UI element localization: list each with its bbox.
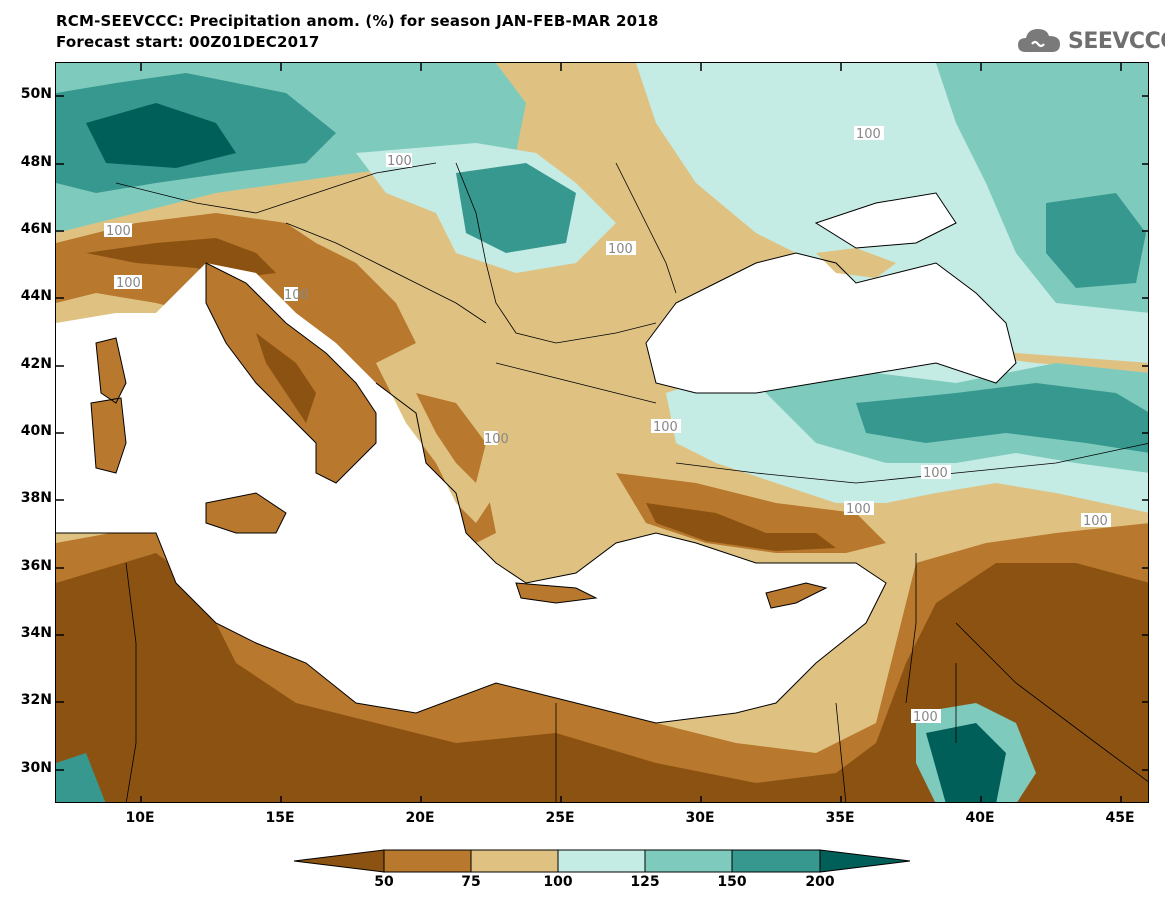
contour-label: 100 [387, 154, 412, 169]
colorbar-label: 75 [461, 874, 481, 890]
contour-label: 100 [923, 466, 948, 481]
lat-label: 36N [20, 558, 52, 574]
country-borders [115, 162, 1148, 802]
lon-label: 20E [405, 810, 435, 826]
map-title: RCM-SEEVCCC: Precipitation anom. (%) for… [56, 12, 659, 30]
contour-label: 100 [116, 276, 141, 291]
contour-label: 100 [484, 432, 509, 447]
colorbar-segment [470, 849, 559, 873]
lat-label: 48N [20, 154, 52, 170]
contour-label: 100 [1083, 514, 1108, 529]
lat-label: 40N [20, 423, 52, 439]
colorbar-label: 100 [543, 874, 573, 890]
colorbar-label: 125 [630, 874, 660, 890]
contour-label: 100 [856, 127, 881, 142]
lon-label: 10E [125, 810, 155, 826]
lat-label: 46N [20, 221, 52, 237]
colorbar [293, 849, 911, 873]
contour-label: 100 [284, 288, 309, 303]
contour-label: 100 [106, 224, 131, 239]
colorbar-segment [731, 849, 821, 873]
seevccc-logo: SEEVCCC [1016, 24, 1165, 58]
contour-label: 100 [608, 242, 633, 257]
forecast-start-label: Forecast start: 00Z01DEC2017 [56, 33, 320, 51]
colorbar-label: 150 [717, 874, 747, 890]
lon-label: 45E [1105, 810, 1135, 826]
contour-label: 100 [653, 420, 678, 435]
colorbar-segment [644, 849, 733, 873]
alps-anomaly-low [56, 213, 496, 543]
logo-text: SEEVCCC [1068, 29, 1165, 54]
contour-label: 100 [846, 502, 871, 517]
lat-label: 42N [20, 356, 52, 372]
colorbar-segment [293, 849, 385, 873]
lon-label: 40E [965, 810, 995, 826]
colorbar-label: 50 [374, 874, 394, 890]
colorbar-label: 200 [805, 874, 835, 890]
contour-labels: 100 100 100 100 100 100 100 100 100 100 … [104, 126, 1111, 725]
axis-ticks [56, 63, 1148, 802]
lon-label: 35E [825, 810, 855, 826]
coastlines [56, 192, 1017, 724]
colorbar-segment [383, 849, 472, 873]
lat-label: 30N [20, 760, 52, 776]
lat-label: 50N [20, 86, 52, 102]
contour-label: 100 [913, 710, 938, 725]
lat-label: 34N [20, 625, 52, 641]
lon-label: 15E [265, 810, 295, 826]
colorbar-segment [819, 849, 911, 873]
lon-label: 30E [685, 810, 715, 826]
lon-label: 25E [545, 810, 575, 826]
precipitation-anomaly-map: 100 100 100 100 100 100 100 100 100 100 … [55, 62, 1149, 803]
lat-label: 32N [20, 692, 52, 708]
colorbar-segment [557, 849, 646, 873]
cloud-icon [1018, 29, 1060, 52]
lat-label: 38N [20, 490, 52, 506]
black-sea [646, 253, 1016, 393]
lat-label: 44N [20, 288, 52, 304]
